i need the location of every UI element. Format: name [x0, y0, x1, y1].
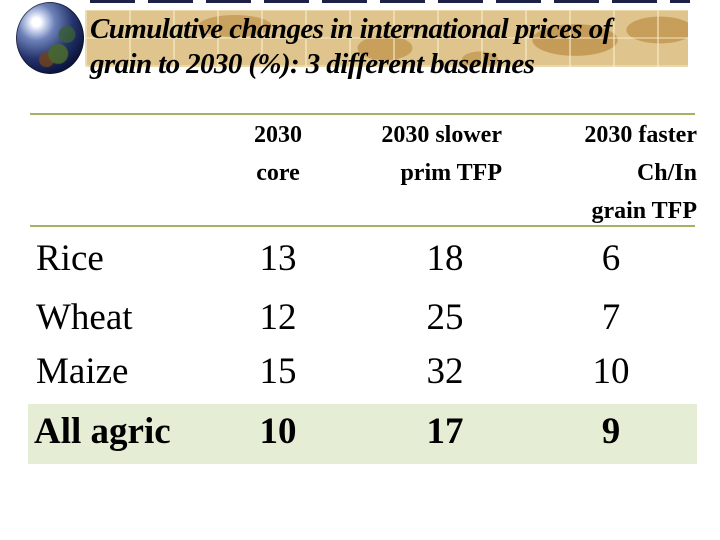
title-line-2: grain to 2030 (%): 3 different baselines — [90, 48, 535, 80]
column-header-line: 2030 faster — [584, 122, 697, 148]
column-header-line: prim TFP — [400, 160, 502, 186]
cell-value: 18 — [426, 238, 464, 279]
column-header-2030-core: 2030 core — [196, 116, 360, 192]
top-dashed-line — [90, 0, 690, 3]
row-label-all-agric: All agric — [34, 411, 171, 452]
column-header-line: 2030 slower — [381, 122, 502, 148]
cell-value: 10 — [259, 411, 297, 452]
title-highlight-band — [85, 10, 688, 67]
table-rule-bottom — [30, 225, 695, 227]
cell-value: 15 — [259, 351, 297, 392]
cell-value: 25 — [426, 297, 464, 338]
title-line-1: Cumulative changes in international pric… — [90, 13, 612, 45]
row-label-rice: Rice — [36, 238, 104, 279]
column-header-line: core — [256, 160, 300, 186]
page-title: Cumulative changes in international pric… — [90, 12, 612, 82]
title-band-grid-pattern — [85, 10, 688, 67]
cell-value: 7 — [601, 297, 621, 338]
globe-icon — [16, 2, 84, 74]
column-header-line: 2030 — [254, 122, 302, 148]
cell-value: 10 — [592, 351, 630, 392]
cell-value: 9 — [601, 411, 621, 452]
cell-value: 32 — [426, 351, 464, 392]
row-label-maize: Maize — [36, 351, 129, 392]
cell-value: 13 — [259, 238, 297, 279]
column-header-line: grain TFP — [591, 198, 697, 224]
column-header-line: Ch/In — [636, 160, 697, 186]
table-rule-top — [30, 113, 695, 115]
cell-value: 17 — [426, 411, 464, 452]
cell-value: 12 — [259, 297, 297, 338]
column-header-2030-faster: 2030 faster Ch/In grain TFP — [510, 116, 697, 230]
cell-value: 6 — [601, 238, 621, 279]
highlight-row-band — [28, 404, 697, 464]
column-header-2030-slower: 2030 slower prim TFP — [302, 116, 502, 192]
row-label-wheat: Wheat — [36, 297, 133, 338]
